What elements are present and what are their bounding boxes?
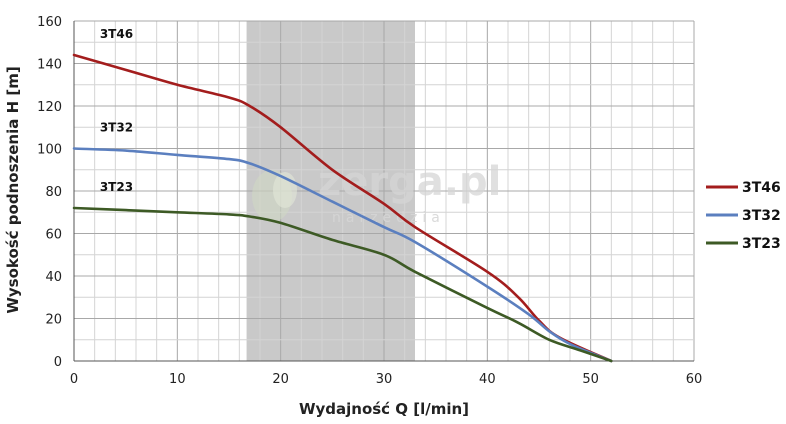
legend-label-3t46: 3T46	[742, 180, 781, 196]
y-tick-label: 120	[37, 100, 62, 115]
x-tick-label: 50	[582, 372, 599, 387]
series-label-3t23: 3T23	[100, 180, 133, 194]
y-tick-label: 40	[45, 270, 62, 285]
y-tick-label: 60	[45, 228, 62, 243]
x-tick-label: 10	[169, 372, 186, 387]
watermark-sub: narzedzia	[332, 210, 445, 226]
y-axis-title: Wysokość podnoszenia H [m]	[4, 66, 22, 313]
y-tick-label: 0	[54, 355, 62, 370]
x-tick-label: 30	[376, 372, 393, 387]
legend-label-3t32: 3T32	[742, 208, 781, 224]
x-tick-label: 40	[479, 372, 496, 387]
watermark-main: zerga.pl	[318, 159, 501, 205]
x-tick-label: 60	[686, 372, 703, 387]
legend: 3T46 3T32 3T23	[706, 180, 781, 252]
x-tick-label: 20	[272, 372, 289, 387]
y-tick-label: 20	[45, 313, 62, 328]
series-line-3t23	[72, 206, 613, 363]
series-line-3t46	[72, 53, 613, 363]
y-tick-label: 160	[37, 15, 62, 30]
series-line-3t32	[72, 147, 613, 363]
y-tick-label: 100	[37, 143, 62, 158]
x-axis-title: Wydajność Q [l/min]	[299, 400, 469, 418]
legend-label-3t23: 3T23	[742, 236, 781, 252]
y-tick-label: 140	[37, 58, 62, 73]
x-tick-label: 0	[70, 372, 78, 387]
series-label-3t46: 3T46	[100, 27, 133, 41]
series-label-3t32: 3T32	[100, 121, 133, 135]
y-tick-label: 80	[45, 185, 62, 200]
